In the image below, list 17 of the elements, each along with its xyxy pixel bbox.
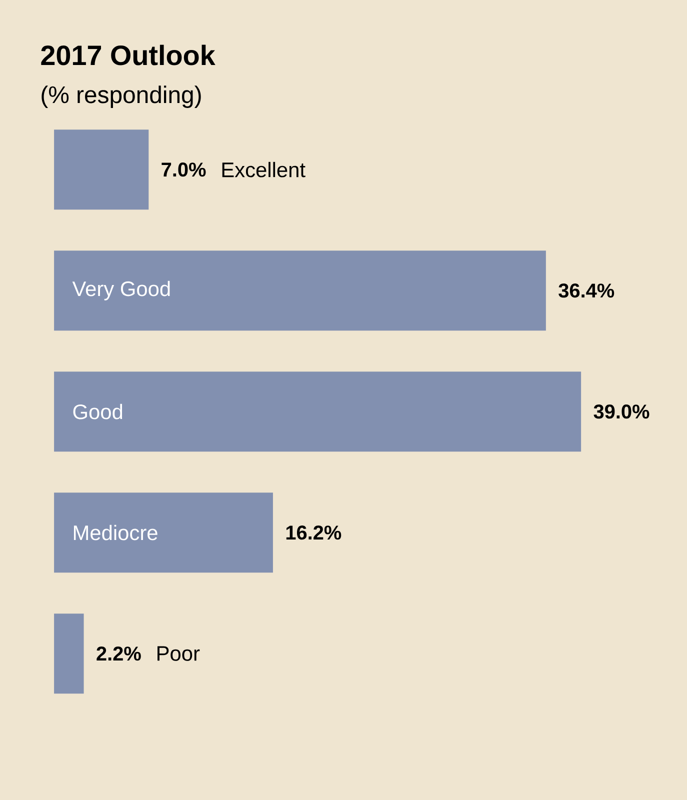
y-tick-label: Good xyxy=(73,404,122,420)
data-label: 36.4% xyxy=(558,284,614,298)
data-label: 2.2% xyxy=(96,646,141,661)
y-tick-label: Poor xyxy=(158,646,200,661)
bar xyxy=(54,130,149,210)
bar xyxy=(54,492,273,573)
y-tick-label: Excellent xyxy=(222,162,306,178)
y-tick-label: Very Good xyxy=(72,280,170,300)
data-label: 16.2% xyxy=(286,526,342,540)
data-label: 7.0% xyxy=(162,162,206,177)
bar xyxy=(54,614,84,694)
chart-title: 2017 Outlook xyxy=(41,44,216,66)
data-label: 39.0% xyxy=(594,404,650,419)
bar xyxy=(54,372,582,452)
chart-subtitle: (% responding) xyxy=(42,86,201,108)
y-tick-label: Mediocre xyxy=(74,524,158,540)
bar xyxy=(54,250,546,331)
